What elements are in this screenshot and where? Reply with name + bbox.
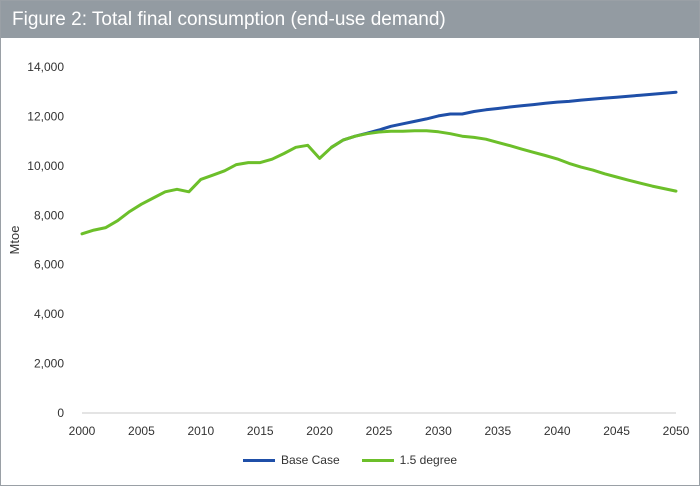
legend-label-1-5-degree: 1.5 degree (399, 453, 458, 467)
x-tick-label: 2035 (484, 424, 511, 438)
x-tick-label: 2025 (366, 424, 393, 438)
x-tick-label: 2050 (663, 424, 690, 438)
y-tick-label: 2,000 (34, 357, 64, 371)
legend-item-1-5-degree: 1.5 degree (361, 453, 458, 467)
x-tick-label: 2005 (128, 424, 155, 438)
x-tick-label: 2040 (544, 424, 571, 438)
x-tick-label: 2045 (603, 424, 630, 438)
figure-title: Figure 2: Total final consumption (end-u… (1, 1, 699, 38)
legend-swatch-1-5-degree (361, 458, 394, 462)
y-tick-label: 12,000 (27, 109, 64, 123)
y-axis-label: Mtoe (7, 226, 22, 255)
y-tick-label: 0 (57, 406, 64, 420)
series-line-base-case (330, 90, 678, 149)
legend-label-base-case: Base Case (280, 453, 340, 467)
x-tick-label: 2030 (425, 424, 452, 438)
chart-legend: Base Case 1.5 degree (1, 453, 699, 467)
y-tick-label: 10,000 (27, 159, 64, 173)
x-tick-label: 2015 (247, 424, 274, 438)
y-tick-label: 4,000 (34, 307, 64, 321)
series-line-1-5-degree (80, 129, 678, 236)
legend-item-base-case: Base Case (242, 453, 340, 467)
y-tick-label: 14,000 (27, 60, 64, 74)
y-tick-label: 6,000 (34, 258, 64, 272)
x-tick-label: 2020 (306, 424, 333, 438)
legend-swatch-base-case (242, 458, 275, 462)
x-tick-label: 2010 (187, 424, 214, 438)
x-tick-label: 2000 (69, 424, 96, 438)
y-tick-label: 8,000 (34, 208, 64, 222)
